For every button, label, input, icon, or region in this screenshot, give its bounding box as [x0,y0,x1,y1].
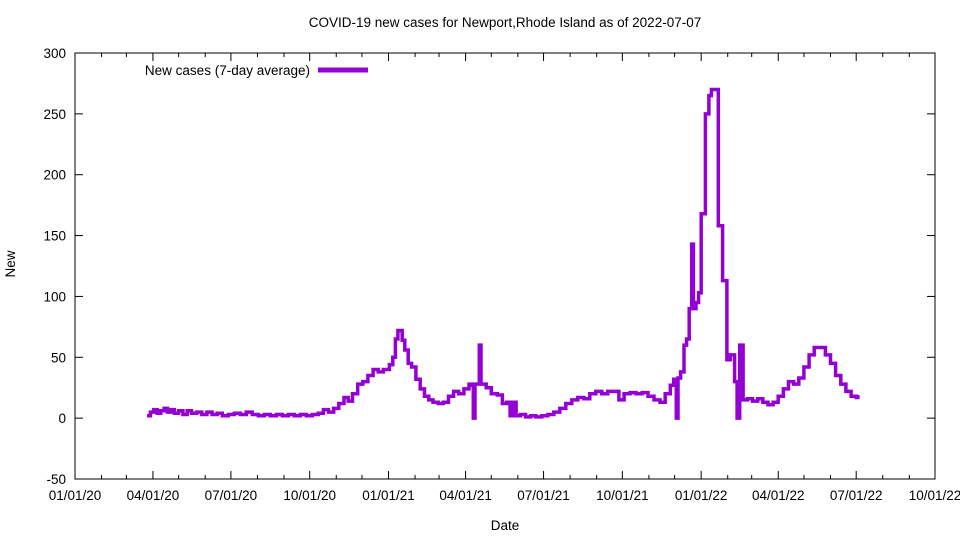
y-tick-label: 150 [43,229,66,244]
x-tick-label: 04/01/20 [127,488,180,503]
y-tick-label: 100 [43,289,66,304]
x-tick-label: 07/01/20 [205,488,258,503]
plot-area: -50 0 50 100 150 200 250 300 01/01/20 04/01/20 07/… [43,46,960,503]
x-tick-label: 04/01/22 [752,488,805,503]
chart-title: COVID-19 new cases for Newport,Rhode Isl… [309,15,701,30]
y-tick-label: 50 [51,350,66,365]
x-tick-label: 01/01/22 [675,488,728,503]
y-tick-label: 0 [58,411,66,426]
y-tick-label: 300 [43,46,66,61]
legend: New cases (7-day average) [145,63,368,78]
y-tick-label: 200 [43,168,66,183]
x-tick-label: 01/01/21 [362,488,415,503]
y-tick-label: -50 [46,472,66,487]
x-tick-label: 04/01/21 [439,488,492,503]
x-tick-label: 10/01/20 [283,488,336,503]
x-tick-label: 01/01/20 [49,488,102,503]
y-tick-label: 250 [43,107,66,122]
legend-label: New cases (7-day average) [145,63,310,78]
x-tick-label: 10/01/21 [596,488,649,503]
data-series-line [147,87,860,420]
y-axis-title: New [3,250,18,277]
x-tick-label: 07/01/21 [517,488,570,503]
x-axis-title: Date [491,518,520,533]
plot-border [74,52,936,480]
x-tick-label: 07/01/22 [830,488,883,503]
x-tick-label: 10/01/22 [909,488,960,503]
